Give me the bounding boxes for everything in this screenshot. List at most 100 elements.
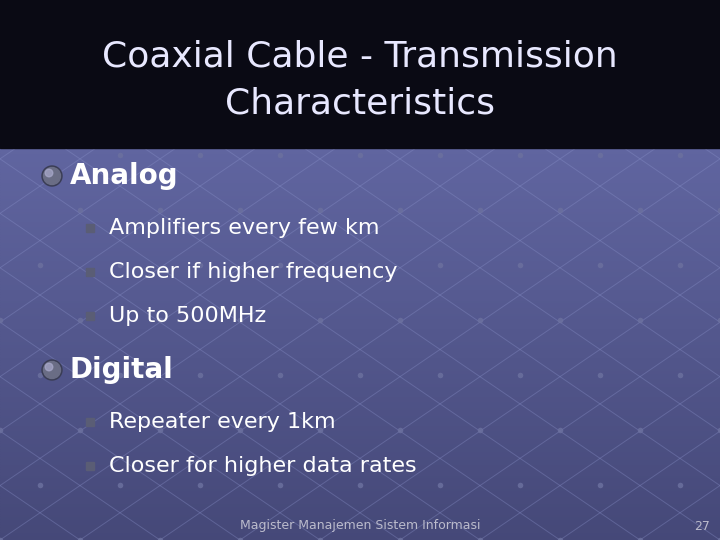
Bar — [0, 511, 720, 514]
Bar — [0, 305, 720, 307]
Bar — [0, 276, 720, 279]
Bar — [0, 459, 720, 462]
Bar — [0, 354, 720, 357]
Text: 27: 27 — [694, 519, 710, 532]
Bar — [0, 268, 720, 271]
Bar — [0, 203, 720, 206]
Bar — [0, 302, 720, 305]
Bar — [0, 360, 720, 362]
Bar — [0, 174, 720, 177]
Circle shape — [42, 360, 62, 380]
Bar — [0, 532, 720, 535]
Bar — [0, 454, 720, 456]
Bar — [0, 433, 720, 435]
Bar — [0, 297, 720, 300]
Bar — [0, 182, 720, 185]
Bar — [0, 266, 720, 268]
Bar — [0, 537, 720, 540]
Bar — [0, 383, 720, 386]
Circle shape — [43, 167, 60, 185]
Bar — [0, 464, 720, 467]
Bar — [0, 347, 720, 349]
Bar — [0, 409, 720, 412]
Bar — [0, 323, 720, 326]
Bar — [86, 462, 94, 470]
Bar — [86, 224, 94, 232]
Bar — [0, 488, 720, 490]
Bar — [0, 206, 720, 208]
Bar — [0, 250, 720, 253]
Bar — [0, 151, 720, 153]
Bar — [0, 378, 720, 381]
Bar — [0, 318, 720, 320]
Bar — [0, 490, 720, 493]
Bar — [0, 386, 720, 388]
Bar — [0, 245, 720, 247]
Bar — [0, 192, 720, 195]
Text: Closer if higher frequency: Closer if higher frequency — [109, 262, 397, 282]
Text: Magister Manajemen Sistem Informasi: Magister Manajemen Sistem Informasi — [240, 519, 480, 532]
Bar — [0, 422, 720, 425]
Bar — [0, 485, 720, 488]
Bar — [0, 449, 720, 451]
Bar — [0, 300, 720, 302]
Bar — [0, 294, 720, 297]
Bar — [0, 435, 720, 438]
Bar — [0, 480, 720, 483]
Bar — [0, 161, 720, 164]
Bar — [0, 399, 720, 402]
Bar — [0, 402, 720, 404]
Circle shape — [45, 169, 53, 177]
Bar — [0, 503, 720, 506]
Bar — [0, 498, 720, 501]
Bar — [0, 237, 720, 239]
Bar — [0, 514, 720, 516]
Bar — [0, 404, 720, 407]
Bar — [0, 496, 720, 498]
Bar — [0, 328, 720, 331]
Circle shape — [45, 363, 53, 371]
Circle shape — [43, 361, 60, 379]
Bar — [0, 260, 720, 263]
Bar — [0, 535, 720, 537]
Bar — [0, 391, 720, 394]
Bar — [0, 373, 720, 375]
Bar — [0, 219, 720, 221]
Circle shape — [42, 166, 62, 186]
Bar — [0, 239, 720, 242]
Bar — [0, 211, 720, 213]
Bar — [0, 336, 720, 339]
Bar — [0, 428, 720, 430]
Bar — [0, 396, 720, 399]
Bar — [0, 320, 720, 323]
Bar — [0, 172, 720, 174]
Bar — [0, 477, 720, 480]
Bar — [0, 331, 720, 334]
Bar — [0, 271, 720, 273]
Bar — [0, 234, 720, 237]
Bar — [0, 388, 720, 391]
Bar — [0, 292, 720, 294]
Bar — [0, 213, 720, 216]
Bar — [0, 166, 720, 169]
Bar — [0, 365, 720, 368]
Bar — [0, 310, 720, 313]
Bar — [0, 375, 720, 378]
Text: Closer for higher data rates: Closer for higher data rates — [109, 456, 417, 476]
Bar — [0, 394, 720, 396]
Bar — [0, 472, 720, 475]
Bar — [0, 339, 720, 341]
Bar — [0, 483, 720, 485]
Bar — [0, 179, 720, 182]
Bar — [86, 418, 94, 426]
Bar — [0, 509, 720, 511]
Bar — [0, 506, 720, 509]
Bar — [0, 255, 720, 258]
Bar — [0, 284, 720, 287]
Bar — [0, 446, 720, 449]
Bar — [0, 279, 720, 281]
Bar — [0, 368, 720, 370]
Bar — [0, 425, 720, 428]
Bar — [0, 169, 720, 172]
Bar — [0, 530, 720, 532]
